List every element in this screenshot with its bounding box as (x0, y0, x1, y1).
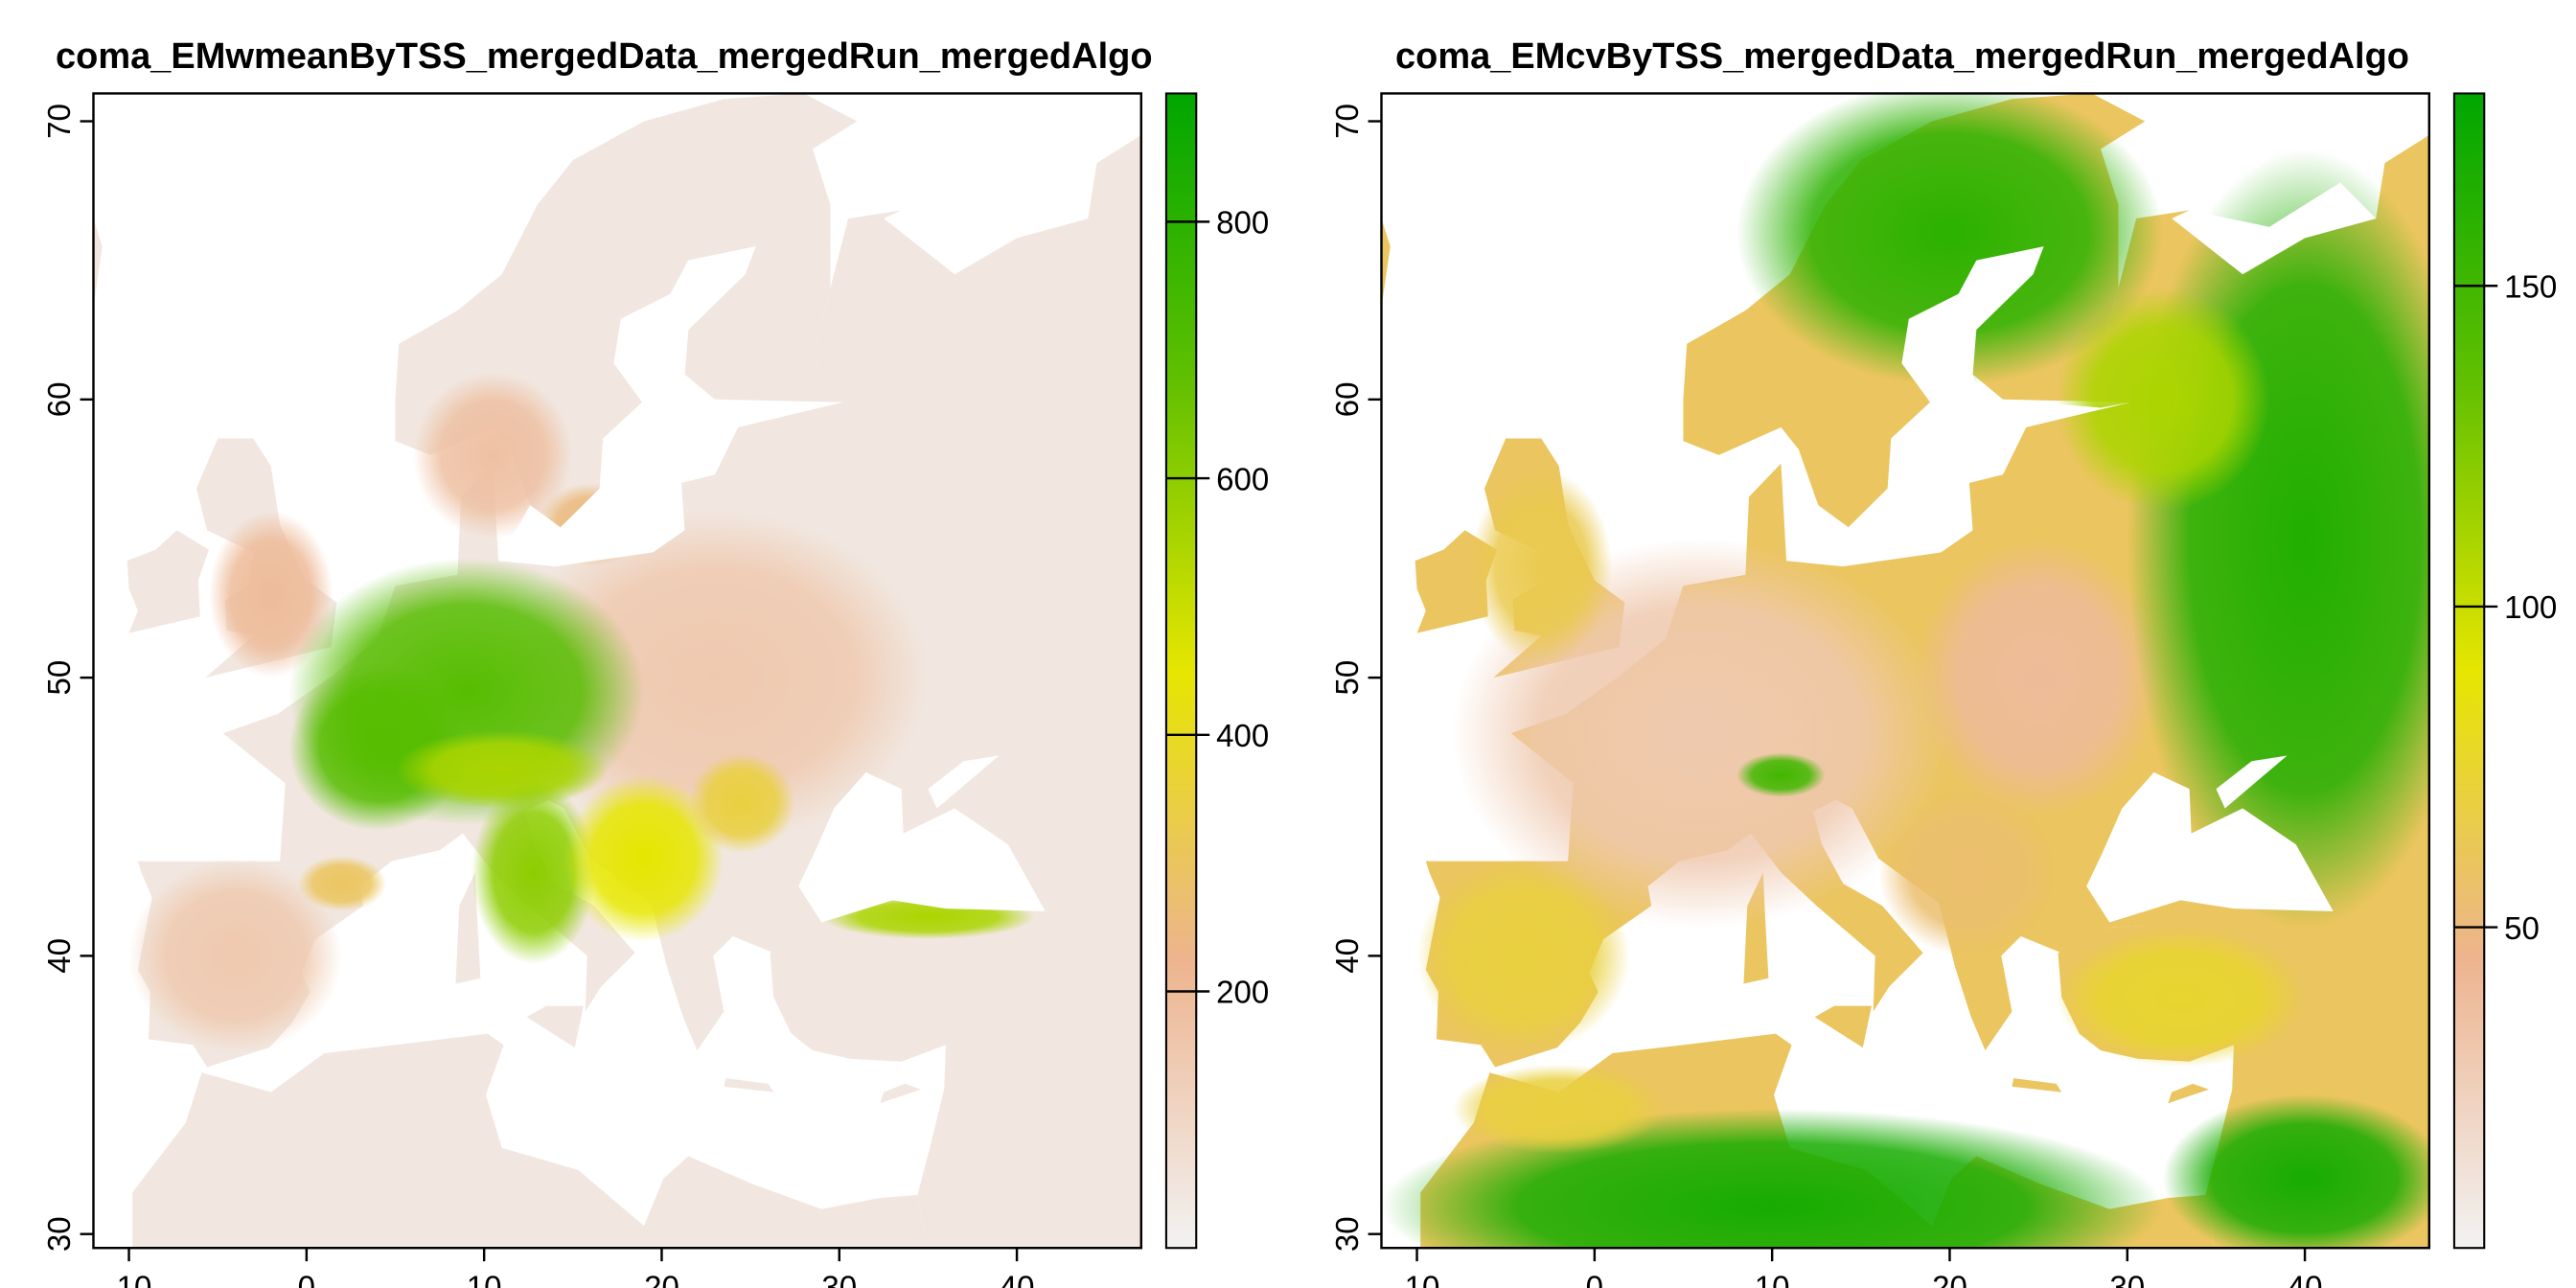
land-north-africa (93, 1033, 927, 1249)
land-iceland-sliver (93, 218, 103, 309)
colorbar-tick-label: 800 (1216, 206, 1269, 242)
x-tick-label: -10 (1394, 1270, 1440, 1288)
x-tick-label: 10 (467, 1270, 502, 1288)
y-tick-label: 50 (42, 660, 78, 696)
y-tick-label: 30 (1330, 1216, 1366, 1252)
right-map-panel: coma_EMcvByTSS_mergedData_mergedRun_merg… (1288, 0, 2576, 1288)
colorbar-tick-label: 100 (2504, 590, 2557, 626)
cv-map-chart: -10 0 10 20 30 40 30 40 50 60 70 50 100 150 (1330, 92, 2557, 1288)
land-ireland (126, 530, 209, 633)
x-tick-label: 40 (2288, 1270, 2323, 1288)
colorbar-tick-label: 200 (1216, 976, 1269, 1011)
x-tick-label: -10 (106, 1270, 152, 1288)
colorbar-tick-label: 600 (1216, 462, 1269, 497)
value-region-pyrenees (297, 855, 387, 911)
map-layer (1381, 93, 2429, 1249)
land-cyprus (2168, 1083, 2209, 1104)
land-anatolia-levant (770, 908, 1141, 1249)
water-body (1786, 246, 2044, 567)
land-crete (2012, 1078, 2062, 1092)
land-corsica-sardinia (455, 872, 481, 984)
value-region-italy (472, 780, 596, 965)
land-cyprus (880, 1083, 921, 1104)
y-tick-label: 30 (42, 1216, 78, 1252)
x-tick-label: 30 (821, 1270, 857, 1288)
y-tick-label: 50 (1330, 660, 1366, 696)
y-tick-label: 60 (42, 381, 78, 417)
y-tick-label: 70 (42, 104, 78, 139)
land-crete (724, 1078, 774, 1092)
mean-map-chart: -10 0 10 20 30 40 30 40 50 60 70 200 400 600 800 (42, 92, 1269, 1288)
colorbar-tick-label: 150 (2504, 269, 2557, 305)
chart-title: coma_EMwmeanByTSS_mergedData_mergedRun_m… (56, 36, 1153, 77)
value-region-south-scandinavia (413, 371, 573, 539)
value-region-balkans (1878, 789, 2057, 956)
water-body (2172, 182, 2377, 275)
value-region-scandinavia (1736, 93, 2163, 386)
value-region-carpathians (688, 752, 795, 853)
water-body (2086, 771, 2334, 923)
x-tick-label: 20 (644, 1270, 679, 1288)
value-region-arabia (2162, 1094, 2429, 1249)
value-region-east-central (1914, 538, 2163, 817)
x-tick-label: 0 (298, 1270, 315, 1288)
water-body (884, 182, 1089, 275)
y-tick-label: 40 (42, 938, 78, 974)
value-region-iberia (128, 858, 342, 1054)
chart-title: coma_EMcvByTSS_mergedData_mergedRun_merg… (1395, 36, 2410, 77)
x-tick-label: 0 (1586, 1270, 1603, 1288)
value-region-atlas (1452, 1064, 1666, 1154)
land-sicily (1814, 1005, 1872, 1048)
x-tick-label: 40 (1000, 1270, 1035, 1288)
x-tick-label: 30 (2109, 1270, 2145, 1288)
water-body (498, 246, 756, 567)
y-tick-label: 60 (1330, 381, 1366, 417)
left-map-panel: coma_EMwmeanByTSS_mergedData_mergedRun_m… (42, 36, 1269, 1288)
land-sicily (526, 1005, 584, 1048)
value-region-uk (1470, 469, 1613, 664)
water-body (688, 385, 843, 427)
value-region-balkans (564, 774, 724, 942)
value-region-alps (1736, 752, 1826, 797)
value-region-anatolia (2056, 928, 2306, 1068)
value-region-uk (208, 510, 334, 678)
plot-frame (1380, 92, 2431, 1250)
water-body (798, 771, 1046, 923)
y-tick-label: 70 (1330, 104, 1366, 139)
plot-frame (92, 92, 1143, 1250)
map-layer (93, 93, 1141, 1249)
x-tick-label: 10 (1755, 1270, 1790, 1288)
value-region-baltic-east (2056, 288, 2270, 511)
y-tick-label: 40 (1330, 938, 1366, 974)
value-region-iberia (1416, 858, 1630, 1054)
colorbar (1164, 92, 1198, 1250)
x-tick-label: 20 (1932, 1270, 1967, 1288)
colorbar (2452, 92, 2486, 1250)
water-body (1976, 385, 2131, 427)
colorbar-tick-label: 400 (1216, 719, 1269, 754)
land-iceland-sliver (1381, 218, 1391, 309)
colorbar-tick-label: 50 (2504, 911, 2540, 947)
water-body (928, 755, 1000, 809)
water-body (2216, 755, 2288, 809)
